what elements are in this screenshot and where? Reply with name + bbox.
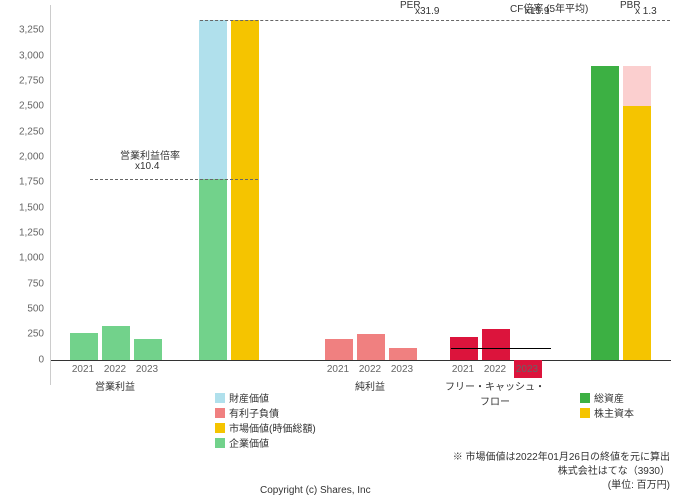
legend-swatch <box>215 393 225 403</box>
bar <box>357 334 385 360</box>
y-tick: 0 <box>38 354 44 365</box>
bar-stack-segment <box>623 106 651 359</box>
legend-label: 企業価値 <box>229 435 269 450</box>
y-tick: 2,750 <box>19 76 44 87</box>
year-label: 2022 <box>359 364 381 375</box>
year-label: 2021 <box>452 364 474 375</box>
y-tick: 3,250 <box>19 25 44 36</box>
legend-label: 有利子負債 <box>229 405 279 420</box>
annotation-value: x31.9 <box>415 6 439 17</box>
bar <box>134 339 162 359</box>
y-axis: 0 250 500 750 1,000 1,250 1,500 1,750 2,000 2,250… <box>0 5 48 385</box>
annotation-value: x15.9 <box>525 6 549 17</box>
y-tick: 2,000 <box>19 152 44 163</box>
group-label: 純利益 <box>300 378 440 393</box>
y-tick: 2,500 <box>19 101 44 112</box>
year-label: 2023 <box>136 364 158 375</box>
annotation-label: 営業利益倍率 <box>120 147 180 162</box>
legend-item: 財産価値 <box>215 390 269 405</box>
y-tick: 1,000 <box>19 253 44 264</box>
annotation-value: x 1.3 <box>635 6 657 17</box>
bar <box>231 20 259 359</box>
year-label: 2023 <box>391 364 413 375</box>
year-label: 2022 <box>104 364 126 375</box>
legend-swatch <box>215 438 225 448</box>
year-label: 2022 <box>484 364 506 375</box>
y-tick: 1,250 <box>19 228 44 239</box>
group-label: 営業利益 <box>45 378 185 393</box>
year-label: 2021 <box>72 364 94 375</box>
dashed-guideline <box>200 20 670 21</box>
year-label: 2021 <box>327 364 349 375</box>
group-label: フリー・キャッシュ・ フロー <box>425 378 565 408</box>
y-tick: 750 <box>27 278 44 289</box>
year-label: 2023 <box>516 364 538 375</box>
plot-area <box>50 5 671 385</box>
legend-label: 株主資本 <box>594 405 634 420</box>
y-tick: 500 <box>27 304 44 315</box>
bar-stack-segment <box>623 66 651 107</box>
footer-copyright: Copyright (c) Shares, Inc <box>260 485 371 496</box>
legend-swatch <box>580 408 590 418</box>
annotation-value: x10.4 <box>135 161 159 172</box>
bar-stack-segment <box>199 20 227 179</box>
x-axis-baseline <box>51 360 671 361</box>
footer-unit: (単位: 百万円) <box>608 476 670 491</box>
legend-swatch <box>215 423 225 433</box>
footer-note: ※ 市場価値は2022年01月26日の終値を元に算出 <box>453 448 670 463</box>
legend-swatch <box>580 393 590 403</box>
dashed-guideline <box>90 179 258 180</box>
legend-item: 総資産 <box>580 390 624 405</box>
bar <box>70 333 98 359</box>
y-tick: 1,500 <box>19 202 44 213</box>
footer-company: 株式会社はてな（3930） <box>558 462 670 477</box>
y-tick: 1,750 <box>19 177 44 188</box>
y-tick: 2,250 <box>19 126 44 137</box>
legend-swatch <box>215 408 225 418</box>
legend-item: 有利子負債 <box>215 405 279 420</box>
bar-stack-segment <box>199 179 227 359</box>
legend-label: 総資産 <box>594 390 624 405</box>
y-tick: 3,000 <box>19 50 44 61</box>
legend-item: 株主資本 <box>580 405 634 420</box>
legend-item: 市場価値(時価総額) <box>215 420 316 435</box>
bar <box>102 326 130 359</box>
bar <box>325 339 353 359</box>
legend-item: 企業価値 <box>215 435 269 450</box>
bar-stack-segment <box>591 66 619 360</box>
chart-container <box>50 5 670 405</box>
fcf-avg-line <box>451 348 551 349</box>
y-tick: 250 <box>27 329 44 340</box>
bar <box>482 329 510 360</box>
legend-label: 市場価値(時価総額) <box>229 420 316 435</box>
bar <box>389 348 417 360</box>
legend-label: 財産価値 <box>229 390 269 405</box>
